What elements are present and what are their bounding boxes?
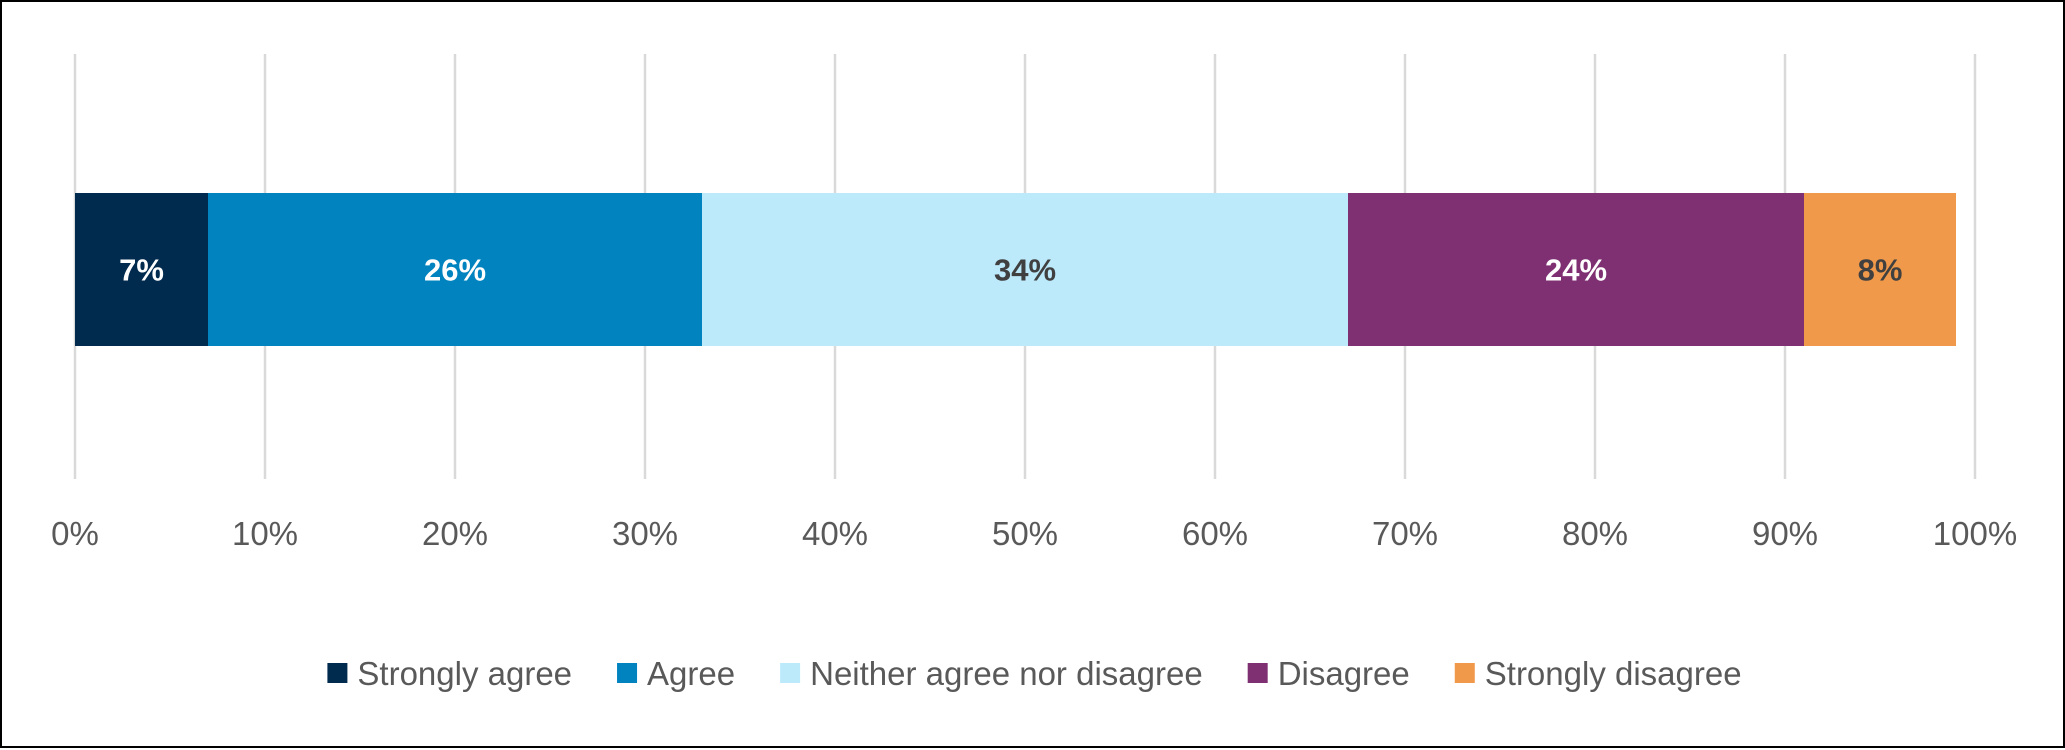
x-tick-label: 30%: [612, 515, 678, 552]
x-tick-label: 100%: [1933, 515, 2017, 552]
data-label: 7%: [119, 253, 164, 288]
x-tick-label: 0%: [51, 515, 99, 552]
legend-swatch: [1454, 663, 1475, 683]
x-axis-tick-labels: 0% 10% 20% 30% 40% 50% 60% 70% 80% 90% 100%: [51, 515, 2017, 552]
legend-label: Strongly disagree: [1485, 655, 1742, 692]
data-label: 26%: [424, 253, 486, 288]
legend-swatch: [1247, 663, 1268, 683]
x-tick-label: 90%: [1752, 515, 1818, 552]
x-tick-label: 80%: [1562, 515, 1628, 552]
x-tick-label: 10%: [232, 515, 298, 552]
legend-item: Disagree: [1247, 655, 1410, 692]
legend-swatch: [327, 663, 348, 683]
legend-label: Strongly agree: [357, 655, 572, 692]
legend-item: Agree: [617, 655, 735, 692]
bar-segment-neither-agree-nor-disagree: [702, 193, 1348, 346]
legend-label: Neither agree nor disagree: [810, 655, 1203, 692]
legend-item: Neither agree nor disagree: [780, 655, 1203, 692]
bar-segment-strongly-disagree: [1804, 193, 1956, 346]
legend: Strongly agree Agree Neither agree nor dis…: [327, 655, 1742, 692]
legend-swatch: [780, 663, 801, 683]
x-tick-label: 50%: [992, 515, 1058, 552]
data-labels: 7% 26% 34% 24% 8%: [119, 253, 1902, 288]
x-tick-label: 70%: [1372, 515, 1438, 552]
legend-swatch: [617, 663, 638, 683]
legend-label: Disagree: [1278, 655, 1410, 692]
data-label: 24%: [1545, 253, 1607, 288]
legend-item: Strongly disagree: [1454, 655, 1742, 692]
legend-item: Strongly agree: [327, 655, 572, 692]
data-label: 34%: [994, 253, 1056, 288]
data-label: 8%: [1858, 253, 1903, 288]
x-tick-label: 20%: [422, 515, 488, 552]
bar-segment-agree: [208, 193, 702, 346]
bar-segment-disagree: [1348, 193, 1804, 346]
bar-segment-strongly-agree: [75, 193, 208, 346]
x-tick-label: 60%: [1182, 515, 1248, 552]
legend-label: Agree: [647, 655, 735, 692]
x-tick-label: 40%: [802, 515, 868, 552]
bar-segments: [75, 193, 1956, 346]
